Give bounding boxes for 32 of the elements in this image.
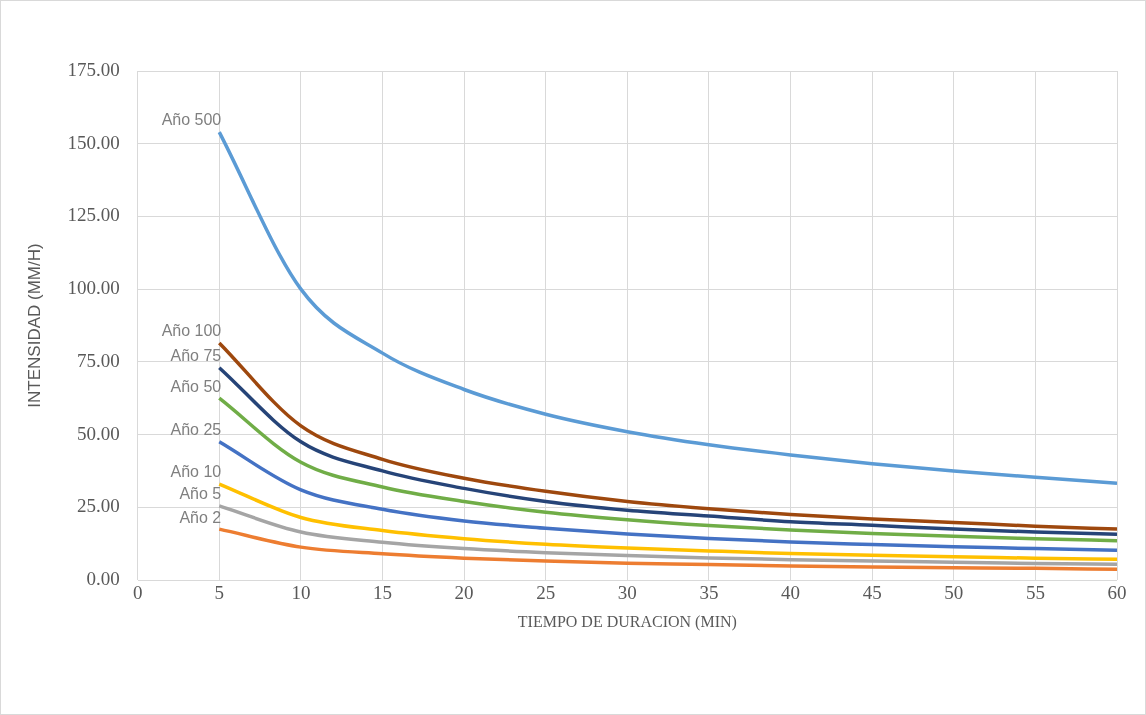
- x-tick-label: 45: [862, 582, 882, 604]
- series-label: Año 50: [170, 377, 222, 395]
- x-tick-label: 0: [132, 582, 143, 604]
- y-axis-title: INTENSIDAD (MM/H): [24, 243, 44, 408]
- series-label: Año 10: [170, 463, 222, 481]
- y-tick-label: 125.00: [67, 204, 120, 226]
- series-label: Año 5: [179, 485, 222, 503]
- y-tick-label: 50.00: [76, 422, 120, 444]
- x-tick-label: 20: [454, 582, 474, 604]
- x-tick-label: 10: [291, 582, 311, 604]
- x-tick-label: 40: [781, 582, 801, 604]
- x-tick-label: 60: [1107, 582, 1127, 604]
- y-tick-label: 150.00: [67, 131, 120, 153]
- x-tick-label: 30: [617, 582, 637, 604]
- series-label: Año 75: [170, 347, 222, 365]
- x-tick-label: 35: [699, 582, 719, 604]
- x-tick-label: 50: [944, 582, 964, 604]
- series-label: Año 100: [161, 322, 222, 340]
- x-tick-label: 25: [536, 582, 556, 604]
- x-axis-title: TIEMPO DE DURACION (MIN): [517, 612, 737, 631]
- x-tick-label: 5: [214, 582, 225, 604]
- y-tick-label: 100.00: [67, 277, 120, 299]
- line-series: [217, 527, 1117, 571]
- x-tick-label: 15: [372, 582, 392, 604]
- series-label: Año 25: [170, 421, 222, 439]
- series-label: Año 500: [161, 111, 222, 129]
- y-tick-label: 175.00: [67, 58, 120, 80]
- x-tick-label: 55: [1025, 582, 1045, 604]
- series-label: Año 2: [179, 508, 222, 526]
- y-tick-label: 25.00: [76, 495, 120, 517]
- y-tick-label: 0.00: [86, 567, 120, 589]
- y-tick-label: 75.00: [76, 349, 120, 371]
